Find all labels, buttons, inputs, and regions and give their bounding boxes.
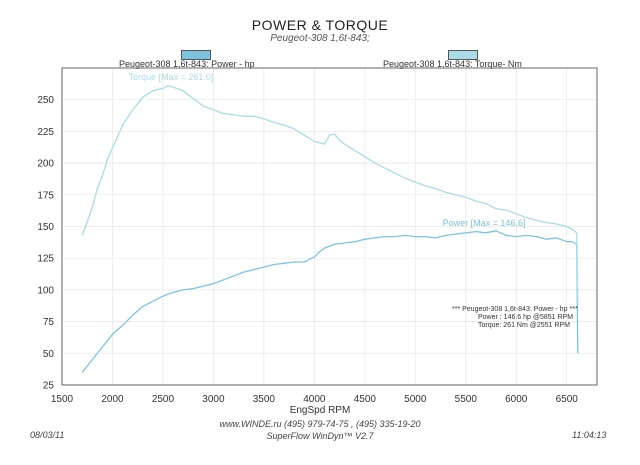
y-tick-label: 125 — [37, 254, 54, 265]
power-max-annotation: Power [Max = 146.6] — [443, 218, 526, 228]
footer-contact: www.WINDE.ru (495) 979-74-75 , (495) 335… — [219, 419, 421, 429]
footer-time: 11:04:13 — [572, 430, 607, 440]
torque-max-annotation: Torque [Max = 261.0] — [129, 72, 214, 82]
x-axis-label: EngSpd RPM — [289, 405, 351, 416]
chart-title: POWER & TORQUE — [251, 17, 389, 33]
x-tick-label: 1500 — [51, 394, 74, 405]
x-tick-label: 4500 — [354, 394, 377, 405]
y-tick-label: 175 — [37, 190, 54, 201]
torque-line — [81, 85, 579, 303]
x-tick-label: 2000 — [101, 394, 124, 405]
x-tick-label: 5000 — [404, 394, 427, 405]
x-tick-label: 6500 — [556, 394, 579, 405]
y-tick-label: 100 — [37, 285, 54, 296]
legend-swatch-power — [181, 50, 211, 60]
chart-subtitle: Peugeot-308 1,6t-843; — [270, 33, 370, 44]
y-tick-label: 200 — [37, 159, 54, 170]
footer-date: 08/03/11 — [30, 430, 65, 440]
plot-frame — [61, 67, 598, 386]
power-line — [81, 230, 579, 373]
legend-swatch-torque — [448, 50, 478, 60]
info-torque: Torque: 261 Nm @2551 RPM — [478, 322, 570, 329]
x-tick-label: 3500 — [253, 394, 276, 405]
legend-label-torque: Peugeot-308 1,6t-843: Torque- Nm — [383, 59, 522, 69]
y-tick-label: 225 — [37, 127, 54, 138]
y-tick-label: 25 — [43, 381, 55, 392]
y-tick-label: 250 — [37, 95, 54, 106]
y-tick-label: 150 — [37, 222, 54, 233]
x-tick-label: 6000 — [505, 394, 528, 405]
legend-label-power: Peugeot-308 1,6t-843: Power - hp — [119, 59, 255, 69]
footer-software: SuperFlow WinDyn™ V2.7 — [266, 431, 374, 441]
x-tick-label: 4000 — [303, 394, 326, 405]
info-power: Power : 146.6 hp @5851 RPM — [478, 314, 574, 321]
info-header: *** Peugeot-308 1,6t-843: Power - hp *** — [452, 306, 578, 313]
y-tick-label: 75 — [43, 317, 55, 328]
x-tick-label: 5500 — [455, 394, 478, 405]
y-tick-label: 50 — [43, 349, 55, 360]
x-tick-label: 3000 — [202, 394, 225, 405]
x-tick-label: 2500 — [152, 394, 175, 405]
